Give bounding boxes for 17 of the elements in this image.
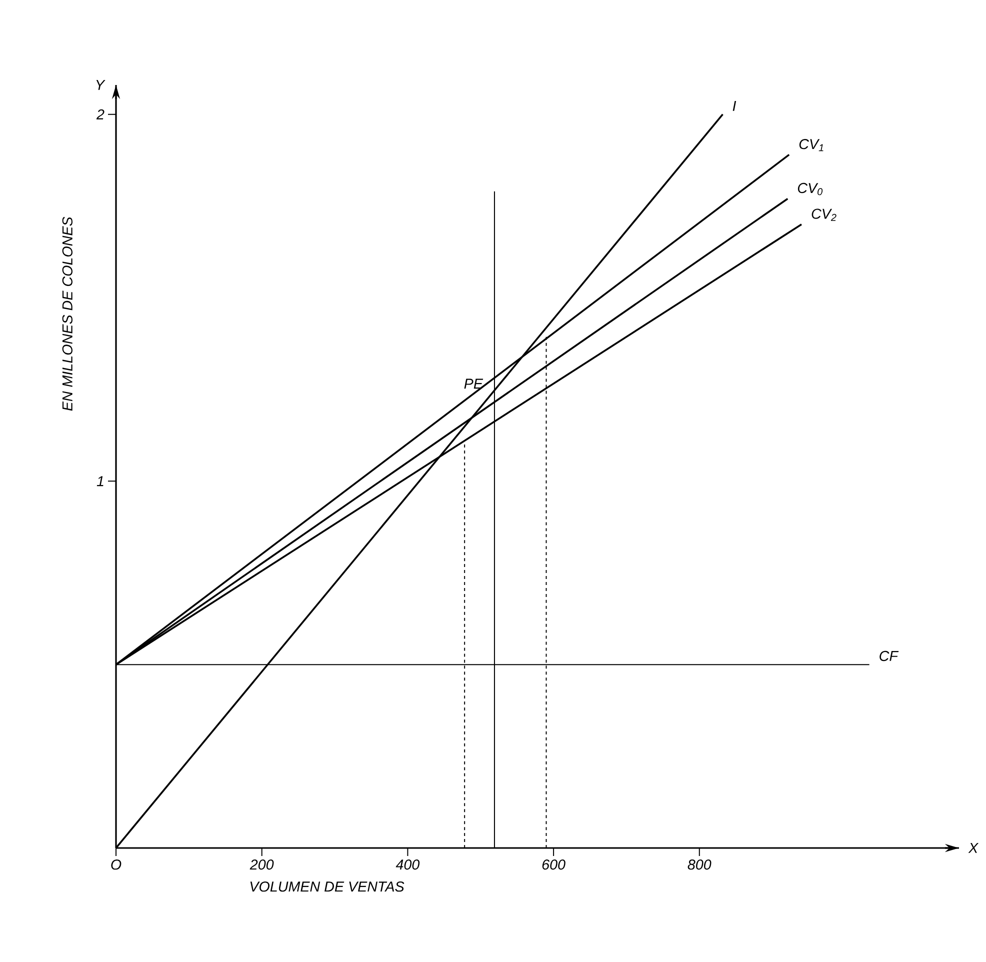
x-tick-label: 400 [396,860,420,870]
y-tick-label: 1 [96,476,104,486]
text: X [968,843,979,853]
y-axis-title: EN MILLONES DE COLONES [62,216,72,411]
annotation: PE [464,378,484,389]
series-label: CV$_{1}$ [799,139,824,152]
y-tick-label: 2 [96,109,104,120]
text: Y [96,80,106,90]
x-tick-label: 800 [688,860,712,870]
x-tick-label: O [111,860,122,870]
x-tick-label: 200 [250,860,274,870]
series-label: CV$_{2}$ [812,208,836,221]
series-label: I [732,100,736,111]
series-label: CF [880,650,899,662]
x-tick-label: 600 [542,860,566,870]
x-axis-title: VOLUMEN DE VENTAS [250,882,404,892]
series-label: CV$_{0}$ [798,182,823,196]
